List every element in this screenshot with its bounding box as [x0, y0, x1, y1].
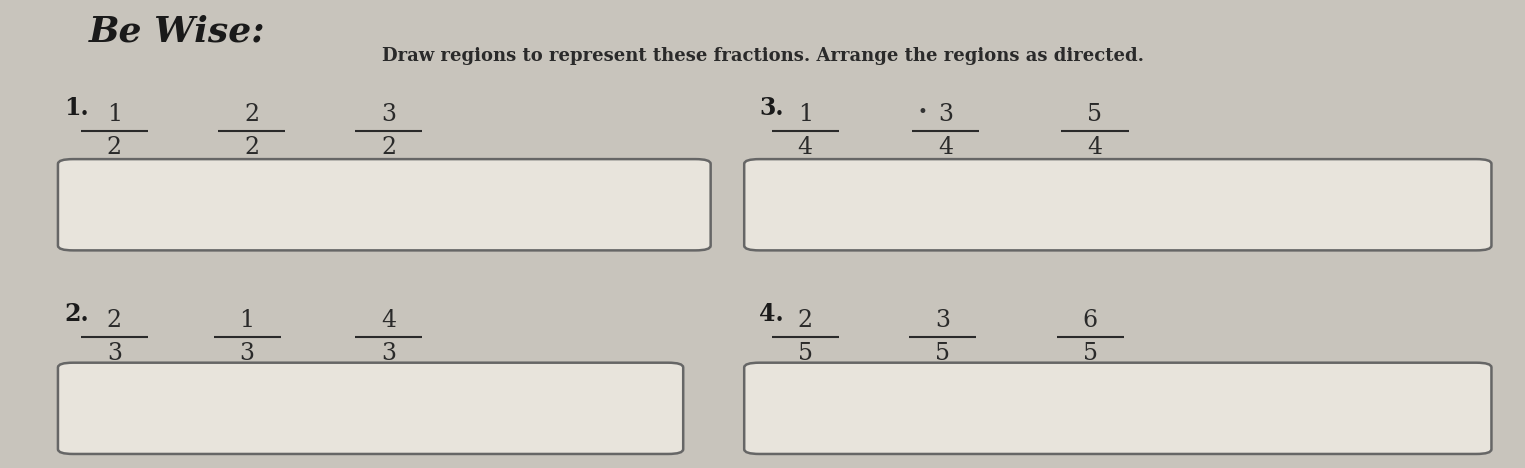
- Text: 1: 1: [107, 103, 122, 126]
- Text: 3: 3: [239, 342, 255, 365]
- Text: 6: 6: [1083, 309, 1098, 332]
- FancyBboxPatch shape: [58, 159, 711, 250]
- Text: 4: 4: [938, 136, 953, 159]
- Text: 5: 5: [1087, 103, 1103, 126]
- Text: 2: 2: [244, 136, 259, 159]
- Text: 2: 2: [244, 103, 259, 126]
- Text: 4.: 4.: [759, 301, 784, 326]
- Text: 5: 5: [935, 342, 950, 365]
- Text: 3: 3: [381, 342, 396, 365]
- Text: 2: 2: [107, 309, 122, 332]
- FancyBboxPatch shape: [744, 363, 1491, 454]
- Text: 2: 2: [798, 309, 813, 332]
- Text: 4: 4: [381, 309, 396, 332]
- Text: 5: 5: [1083, 342, 1098, 365]
- Text: 3: 3: [107, 342, 122, 365]
- FancyBboxPatch shape: [744, 159, 1491, 250]
- Text: 2: 2: [107, 136, 122, 159]
- Text: 3: 3: [381, 103, 396, 126]
- Text: 5: 5: [798, 342, 813, 365]
- FancyBboxPatch shape: [58, 363, 683, 454]
- Text: Be Wise:: Be Wise:: [88, 14, 265, 48]
- Text: 1: 1: [239, 309, 255, 332]
- Text: 3: 3: [935, 309, 950, 332]
- Text: 4: 4: [798, 136, 813, 159]
- Text: 3.: 3.: [759, 95, 784, 120]
- Text: •: •: [918, 103, 927, 121]
- Text: 1: 1: [798, 103, 813, 126]
- Text: 2.: 2.: [64, 301, 88, 326]
- Text: 1.: 1.: [64, 95, 88, 120]
- Text: 3: 3: [938, 103, 953, 126]
- Text: Draw regions to represent these fractions. Arrange the regions as directed.: Draw regions to represent these fraction…: [381, 47, 1144, 65]
- Text: 4: 4: [1087, 136, 1103, 159]
- Text: 2: 2: [381, 136, 396, 159]
